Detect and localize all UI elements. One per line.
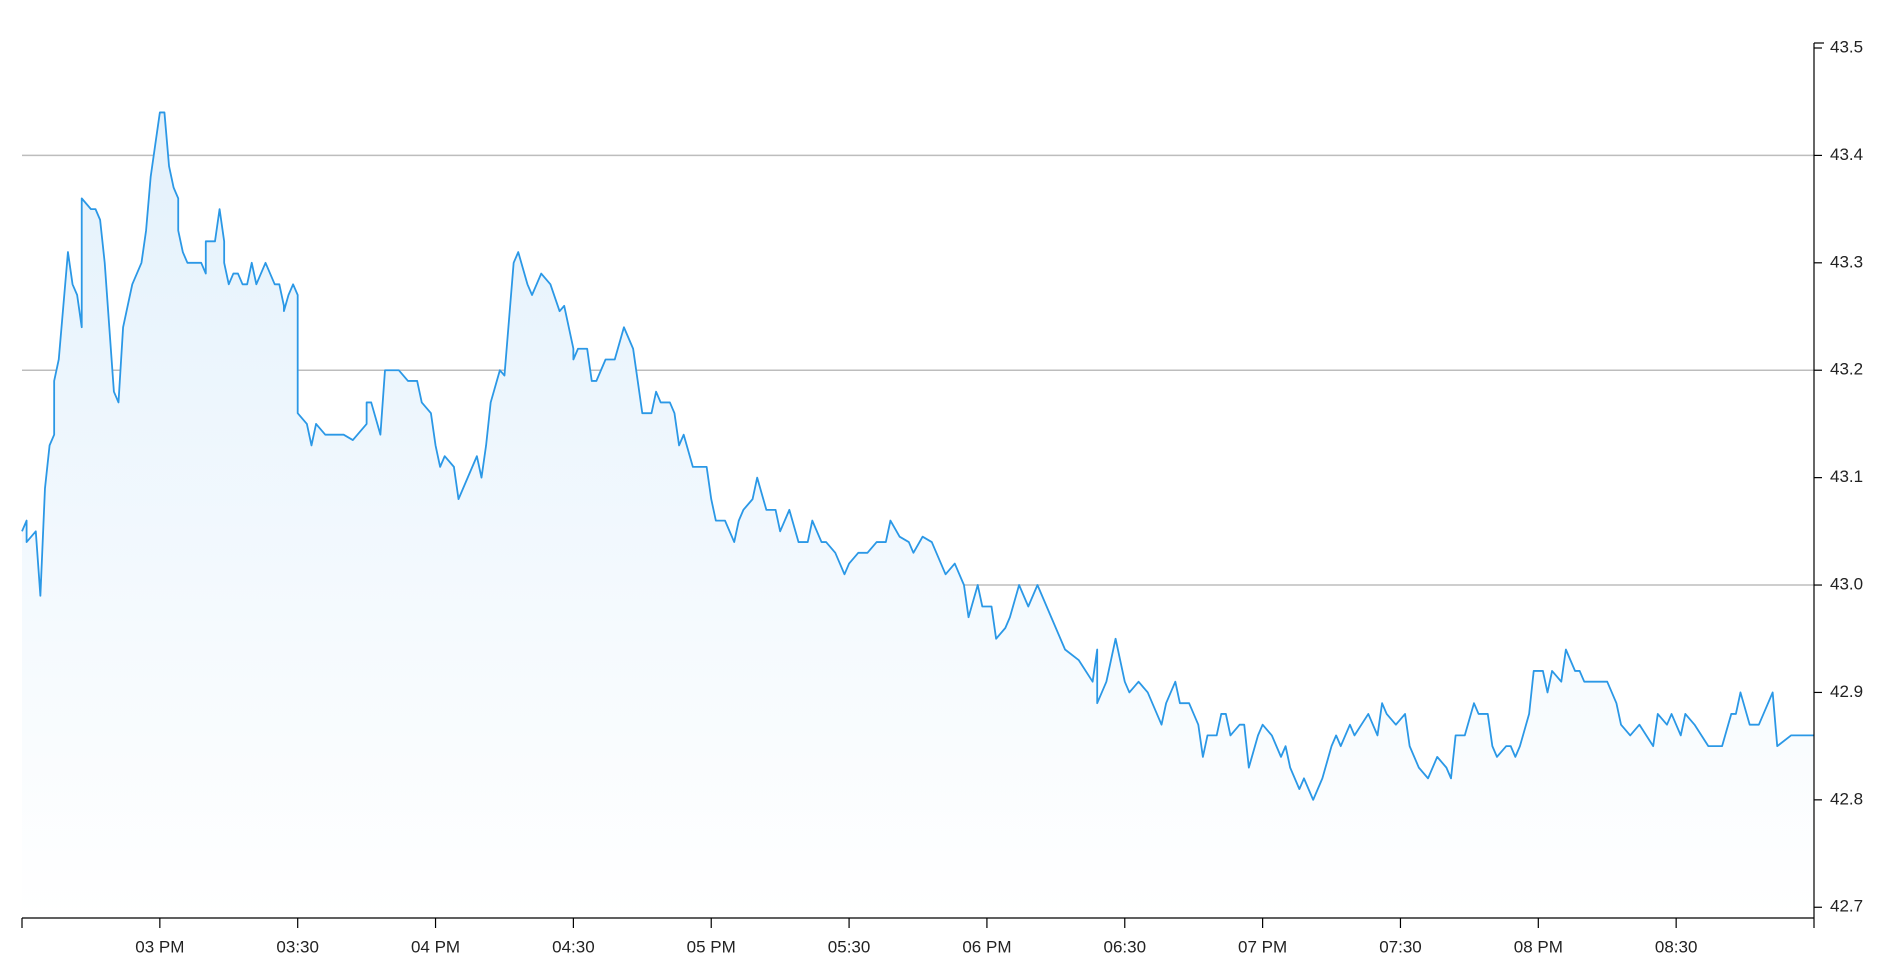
area-fill [22,112,1814,918]
x-tick-label: 06:30 [1103,937,1146,956]
y-tick-label: 43.4 [1830,145,1863,164]
x-tick-label: 03:30 [276,937,319,956]
price-line [21,111,1814,801]
y-tick-label: 43.5 [1830,37,1863,56]
x-tick-label: 06 PM [962,937,1011,956]
y-tick-label: 43.2 [1830,360,1863,379]
x-tick-label: 08:30 [1655,937,1698,956]
x-tick-label: 03 PM [135,937,184,956]
x-tick-label: 07 PM [1238,937,1287,956]
y-tick-label: 42.7 [1830,897,1863,916]
x-tick-label: 07:30 [1379,937,1422,956]
y-tick-label: 43.1 [1830,467,1863,486]
x-tick-label: 05 PM [687,937,736,956]
x-tick-label: 04 PM [411,937,460,956]
x-tick-label: 08 PM [1514,937,1563,956]
y-tick-label: 43.3 [1830,252,1863,271]
y-tick-label: 42.9 [1830,682,1863,701]
x-tick-label: 04:30 [552,937,595,956]
y-tick-label: 42.8 [1830,789,1863,808]
y-tick-label: 43.0 [1830,575,1863,594]
x-tick-label: 05:30 [828,937,871,956]
